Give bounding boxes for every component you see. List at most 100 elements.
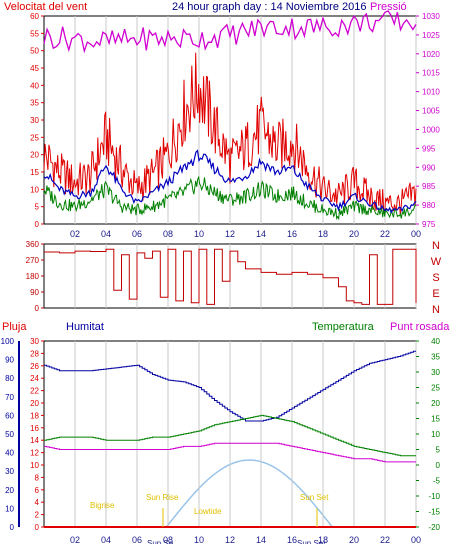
- x-tick-label: 22: [380, 229, 390, 239]
- humidity-tick-label: 0: [10, 523, 15, 532]
- temp-tick-label: -10: [428, 492, 440, 501]
- wind-tick-label: 5: [35, 203, 40, 212]
- humidity-tick-label: 90: [5, 356, 14, 365]
- rain-tick-label: 26: [30, 362, 39, 371]
- time-gridlines: [74, 16, 417, 224]
- x-tick-label: 12: [225, 229, 235, 239]
- x-tick-label: 08: [163, 229, 173, 239]
- temp-tick-label: 25: [431, 384, 440, 393]
- x-tick-label: 18: [318, 229, 328, 239]
- wind-direction-line: [44, 248, 417, 305]
- x-tick-label: 20: [349, 229, 359, 239]
- direction-tick-label: 0: [35, 304, 40, 313]
- wind-tick-label: 15: [30, 168, 39, 177]
- x-tick-label: 12: [225, 535, 235, 544]
- pressure-tick-label: 1015: [422, 69, 440, 78]
- rain-tick-label: 10: [30, 461, 39, 470]
- pressure-tick-label: 1000: [422, 125, 440, 134]
- rain-tick-label: 0: [35, 523, 40, 532]
- temp-tick-label: -5: [433, 477, 441, 486]
- rain-tick-label: 16: [30, 424, 39, 433]
- wind-series: [43, 10, 417, 221]
- x-tick-label: 20: [349, 535, 359, 544]
- pressure-axis: 975 980 985 990 995 1000 1005 1010 1015 1020 1025 1…: [416, 12, 440, 229]
- direction-tick-label: 270: [26, 256, 40, 265]
- sun-set-bottom-label: Sun Set: [297, 539, 326, 544]
- rain-tick-label: 18: [30, 411, 39, 420]
- humidity-line: [44, 350, 416, 422]
- humidity-tick-label: 100: [1, 337, 15, 346]
- humidity-tick-label: 60: [5, 411, 14, 420]
- rain-tick-label: 20: [30, 399, 39, 408]
- x-tick-label: 04: [101, 535, 111, 544]
- x-tick-label: 08: [163, 535, 173, 544]
- compass-label: E: [432, 288, 439, 300]
- humidity-time-gridlines: [74, 341, 417, 527]
- x-tick-label: 02: [70, 229, 80, 239]
- header-pressure-label: Pressió: [370, 1, 407, 13]
- pressure-tick-label: 1005: [422, 107, 440, 116]
- rain-tick-label: 24: [30, 374, 39, 383]
- rain-label: Pluja: [2, 321, 27, 333]
- pressure-tick-label: 1030: [422, 12, 440, 21]
- compass-label: W: [431, 256, 442, 268]
- pressure-tick-label: 980: [422, 201, 436, 210]
- humidity-tick-label: 80: [5, 374, 14, 383]
- humidity-label: Humitat: [66, 321, 104, 333]
- header-title: 24 hour graph day : 14 Noviembre 2016: [172, 1, 366, 13]
- rain-tick-label: 8: [35, 473, 40, 482]
- header-wind-label: Velocitat del vent: [4, 1, 87, 13]
- humidity-tick-label: 50: [5, 430, 14, 439]
- wind-tick-label: 40: [30, 81, 39, 90]
- x-tick-label: 06: [132, 229, 142, 239]
- x-tick-label: 10: [194, 229, 204, 239]
- x-tick-label: 06: [132, 535, 142, 544]
- wind-x-ticks: 02 04 06 08 10 12 14 16 18 20 22 00: [70, 229, 421, 239]
- wind-tick-label: 20: [30, 151, 39, 160]
- wind-tick-label: 45: [30, 64, 39, 73]
- rain-tick-label: 14: [30, 436, 39, 445]
- pressure-tick-label: 985: [422, 182, 436, 191]
- wind-tick-label: 0: [35, 220, 40, 229]
- rain-tick-label: 2: [35, 511, 40, 520]
- astro-labels: Bigrise Sun Rise Lowtide Sun Set Sun Se Sun S…: [90, 493, 329, 544]
- temperature-label: Temperatura: [312, 321, 375, 333]
- humidity-series: [44, 350, 416, 528]
- x-tick-label: 10: [194, 535, 204, 544]
- humidity-tick-label: 70: [5, 393, 14, 402]
- temp-tick-label: -20: [428, 523, 440, 532]
- wind-axis: 0 5 10 15 20 25 30 35 40 45 50 55 60: [30, 12, 44, 229]
- x-tick-label: 02: [70, 535, 80, 544]
- humidity-tick-label: 30: [5, 467, 14, 476]
- compass-label: N: [432, 240, 440, 252]
- pressure-tick-label: 975: [422, 220, 436, 229]
- wind-gust-line: [43, 52, 417, 216]
- direction-tick-label: 360: [26, 240, 40, 249]
- temp-tick-label: 0: [436, 461, 441, 470]
- compass-label: S: [432, 272, 439, 284]
- wind-tick-label: 30: [30, 116, 39, 125]
- compass-label: N: [432, 304, 440, 316]
- temp-tick-label: 30: [431, 368, 440, 377]
- direction-tick-label: 180: [26, 272, 40, 281]
- temp-tick-label: 5: [436, 446, 441, 455]
- sunrise-label: Sun Rise: [146, 493, 179, 502]
- rain-tick-label: 6: [35, 486, 40, 495]
- temp-tick-label: 15: [431, 415, 440, 424]
- humidity-tick-label: 20: [5, 486, 14, 495]
- temperature-line: [44, 414, 416, 457]
- x-tick-label: 14: [256, 535, 266, 544]
- pressure-tick-label: 1025: [422, 31, 440, 40]
- wind-tick-label: 55: [30, 29, 39, 38]
- sun-elevation-curve: [165, 459, 333, 528]
- temp-tick-label: 20: [431, 399, 440, 408]
- sun-se-label: Sun Se: [147, 539, 174, 544]
- rain-tick-label: 12: [30, 449, 39, 458]
- sunset-label: Sun Set: [300, 493, 329, 502]
- temp-tick-label: 40: [431, 337, 440, 346]
- pressure-tick-label: 990: [422, 163, 436, 172]
- x-tick-label: 00: [411, 535, 421, 544]
- direction-axis: 0 90 180 270 360: [26, 240, 44, 313]
